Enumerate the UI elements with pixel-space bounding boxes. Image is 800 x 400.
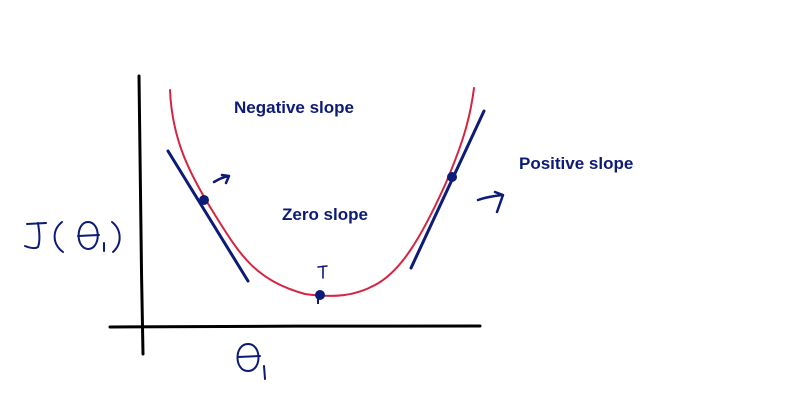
- arrow-negative-icon: [212, 173, 231, 185]
- zero-slope-label: Zero slope: [282, 205, 368, 224]
- y-axis: [137, 74, 145, 356]
- point-zero: [315, 290, 325, 304]
- negative-slope-label: Negative slope: [234, 98, 354, 117]
- arrow-positive-icon: [476, 190, 505, 214]
- positive-slope-label: Positive slope: [519, 154, 634, 173]
- cost-curve: [169, 87, 475, 297]
- point-positive: [447, 172, 457, 182]
- tangent-line-positive: [409, 109, 486, 270]
- y-axis-label-handwriting: [24, 221, 121, 253]
- x-axis: [108, 324, 482, 329]
- zero-tick-icon: [317, 265, 328, 279]
- tangent-line-negative: [166, 149, 250, 283]
- point-negative: [199, 195, 209, 205]
- x-axis-label-handwriting: [236, 343, 266, 380]
